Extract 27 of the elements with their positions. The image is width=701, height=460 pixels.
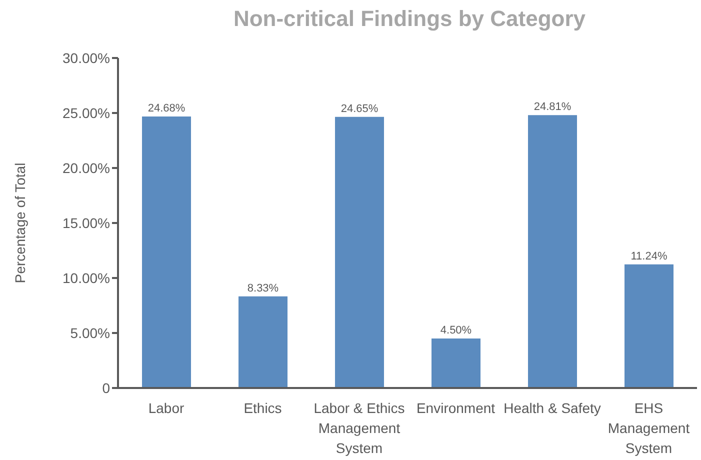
data-label: 11.24% [630,250,668,262]
y-tick-label: 0 [102,380,110,396]
data-label: 24.81% [534,101,572,114]
y-tick-label: 15.00% [62,214,110,231]
bar [335,116,384,388]
y-tick-label: 20.00% [62,160,110,176]
bar [142,116,191,388]
bar [624,264,674,388]
y-tick-label: 10.00% [62,270,110,286]
x-tick-label: Labor [147,399,186,418]
x-tick-label: Health & Safety [503,399,602,418]
chart-title: Non-critical Findings by Category [232,6,587,32]
y-axis-title: Percentage of Total [12,162,28,284]
data-label: 24.68% [148,102,186,115]
data-label: 24.65% [340,102,378,115]
x-tick-label: Environment [415,399,496,418]
data-label: 8.33% [247,282,279,294]
x-tick-label: EHS Management System [606,399,691,458]
bar [528,115,577,388]
bar [238,296,288,388]
y-tick-label: 5.00% [70,324,110,341]
data-label: 4.50% [440,324,472,336]
bar [432,338,480,388]
y-tick-label: 25.00% [62,104,110,121]
x-tick-label: Ethics [242,399,283,418]
y-tick-label: 30.00% [62,50,110,66]
x-tick-label: Labor & Ethics Management System [312,399,406,458]
